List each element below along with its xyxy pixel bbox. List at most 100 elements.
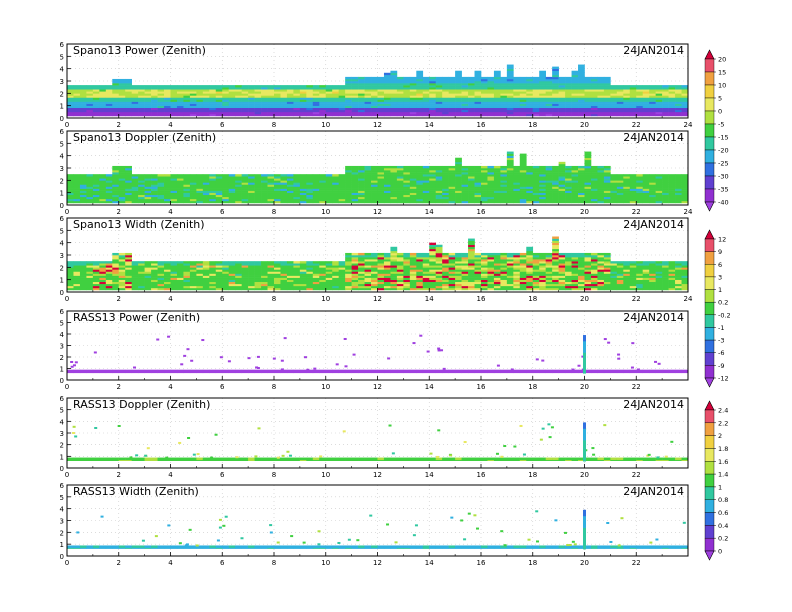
heatmap-cell bbox=[377, 186, 385, 189]
heatmap-cell bbox=[455, 180, 462, 183]
heatmap-cell bbox=[629, 285, 637, 289]
heatmap-cell bbox=[241, 287, 249, 291]
heatmap-cell bbox=[157, 198, 165, 202]
heatmap-cell bbox=[332, 99, 339, 102]
heatmap-cell bbox=[364, 255, 372, 258]
heatmap-cell bbox=[416, 95, 424, 98]
heatmap-cell bbox=[105, 91, 113, 94]
heatmap-cell bbox=[215, 190, 223, 193]
heatmap-cell bbox=[513, 269, 521, 272]
heatmap-cell bbox=[487, 170, 495, 173]
heatmap-cell bbox=[325, 180, 333, 183]
heatmap-cell bbox=[461, 165, 469, 169]
heatmap-cell bbox=[506, 105, 514, 109]
heatmap-cell bbox=[623, 101, 631, 104]
heatmap-cell bbox=[513, 257, 521, 260]
heatmap-cell bbox=[558, 180, 566, 183]
heatmap-cell bbox=[422, 200, 430, 204]
heatmap-cell bbox=[558, 78, 566, 82]
heatmap-cell bbox=[176, 283, 184, 287]
heatmap-cell bbox=[584, 281, 592, 285]
heatmap-cell bbox=[209, 85, 217, 88]
heatmap-cell bbox=[642, 190, 650, 193]
heatmap-cell bbox=[474, 87, 482, 90]
heatmap-cell bbox=[325, 196, 333, 200]
heatmap-cell bbox=[623, 105, 631, 109]
heatmap-cell bbox=[390, 180, 398, 183]
heatmap-cell bbox=[474, 89, 482, 92]
heatmap-cell bbox=[202, 87, 210, 90]
heatmap-cell bbox=[299, 279, 307, 283]
heatmap-cell bbox=[383, 95, 391, 98]
heatmap-cell bbox=[481, 174, 488, 177]
heatmap-cell bbox=[636, 113, 644, 117]
heatmap-cell bbox=[448, 285, 456, 289]
heatmap-cell bbox=[519, 174, 527, 177]
heatmap-cell bbox=[668, 89, 676, 92]
heatmap-cell bbox=[170, 261, 178, 264]
heatmap-cell bbox=[196, 180, 204, 183]
heatmap-cell bbox=[364, 188, 372, 191]
x-tick-label: 10 bbox=[321, 208, 330, 216]
heatmap-cell bbox=[351, 271, 359, 274]
heatmap-cell bbox=[364, 101, 372, 104]
heatmap-cell bbox=[215, 271, 223, 274]
heatmap-cell bbox=[131, 178, 139, 181]
heatmap-cell bbox=[261, 180, 268, 183]
heatmap-cell bbox=[649, 101, 656, 104]
heatmap-cell bbox=[429, 267, 437, 270]
heatmap-cell bbox=[364, 196, 372, 200]
heatmap-cell bbox=[364, 89, 372, 92]
heatmap-cell bbox=[228, 273, 236, 276]
heatmap-cell bbox=[422, 255, 430, 258]
heatmap-cell bbox=[435, 91, 443, 94]
heatmap-cell bbox=[280, 87, 288, 90]
heatmap-cell bbox=[396, 198, 404, 202]
heatmap-cell bbox=[545, 269, 553, 272]
heatmap-cell bbox=[222, 267, 230, 270]
heatmap-cell bbox=[183, 269, 191, 272]
heatmap-cell bbox=[151, 107, 158, 111]
heatmap-cell bbox=[377, 200, 385, 204]
heatmap-cell bbox=[228, 261, 236, 264]
heatmap-cell bbox=[429, 182, 437, 185]
heatmap-cell bbox=[552, 72, 559, 76]
heatmap-cell bbox=[409, 184, 417, 187]
heatmap-cell bbox=[286, 184, 294, 187]
heatmap-cell bbox=[565, 281, 572, 285]
heatmap-cell bbox=[590, 186, 598, 189]
heatmap-cell bbox=[668, 190, 676, 193]
heatmap-cell bbox=[500, 271, 508, 274]
heatmap-cell bbox=[455, 95, 462, 98]
heatmap-cell bbox=[396, 190, 404, 193]
heatmap-cell bbox=[306, 277, 314, 280]
heatmap-cell bbox=[86, 113, 94, 117]
heatmap-cell bbox=[196, 85, 204, 88]
heatmap-cell bbox=[461, 192, 469, 196]
heatmap-cell bbox=[506, 111, 514, 115]
heatmap-cell bbox=[649, 269, 656, 272]
heatmap-cell bbox=[86, 279, 94, 283]
heatmap-cell bbox=[532, 180, 540, 183]
heatmap-cell bbox=[112, 95, 120, 98]
heatmap-cell bbox=[396, 168, 404, 171]
heatmap-cell bbox=[493, 76, 501, 80]
heatmap-cell bbox=[286, 200, 294, 204]
heatmap-cell bbox=[545, 184, 553, 187]
heatmap-cell bbox=[603, 192, 611, 196]
heatmap-cell bbox=[235, 263, 242, 266]
heatmap-cell bbox=[636, 111, 644, 115]
heatmap-cell bbox=[325, 111, 333, 115]
heatmap-cell bbox=[390, 194, 398, 198]
heatmap-cell bbox=[79, 263, 87, 266]
heatmap-cell bbox=[552, 87, 559, 90]
heatmap-cell bbox=[584, 283, 592, 287]
heatmap-cell bbox=[383, 81, 391, 84]
heatmap-cell bbox=[377, 198, 385, 202]
heatmap-cell bbox=[364, 275, 372, 278]
heatmap-cell bbox=[189, 176, 197, 179]
heatmap-cell bbox=[642, 265, 650, 268]
heatmap-cell bbox=[99, 109, 107, 113]
heatmap-cell bbox=[73, 111, 81, 115]
